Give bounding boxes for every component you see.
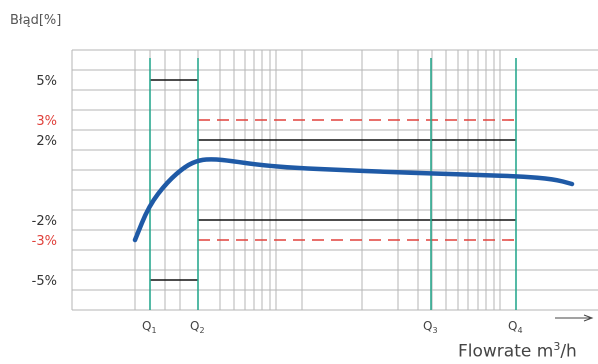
flow-marker-subscript: 1 <box>151 326 156 335</box>
error-curve-line <box>132 157 575 243</box>
y-tick-label: 5% <box>36 74 57 89</box>
y-tick-label: -5% <box>32 274 57 289</box>
flow-marker-label-q2: Q2 <box>190 319 205 335</box>
flow-marker-subscript: 3 <box>432 326 437 335</box>
flow-marker-subscript: 4 <box>517 326 522 335</box>
flow-marker-label-q1: Q1 <box>142 319 157 335</box>
y-tick-label: 2% <box>36 134 57 149</box>
flow-marker-label-q3: Q3 <box>423 319 438 335</box>
x-axis-label: Flowrate m3/h <box>458 340 577 362</box>
y-axis-label: Błąd[%] <box>10 13 62 28</box>
y-tick-label: 3% <box>36 114 57 129</box>
y-tick-label: -3% <box>32 234 57 249</box>
flow-marker-label-q4: Q4 <box>508 319 523 335</box>
x-axis-arrow-head <box>583 314 594 322</box>
flow-marker-subscript: 2 <box>199 326 204 335</box>
y-tick-label: -2% <box>32 214 57 229</box>
